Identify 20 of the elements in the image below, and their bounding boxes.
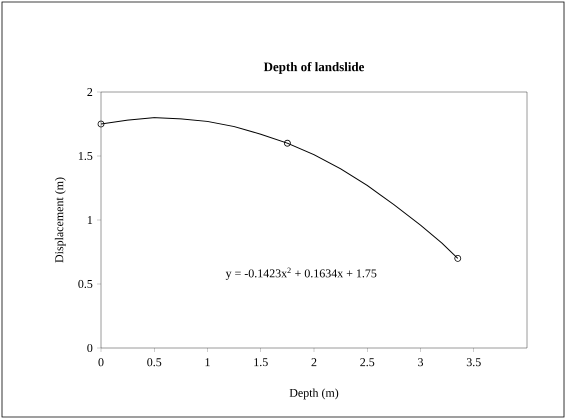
y-tick-label: 0 <box>87 344 92 352</box>
x-tick-label: 3.5 <box>466 358 481 366</box>
y-tick-label: 1.5 <box>78 152 92 160</box>
point <box>98 120 104 128</box>
annotation: y = -0.1423x$^{2}$ + 0.1634x + 1.75 <box>226 268 376 280</box>
x-tick-label: 3 <box>418 358 424 366</box>
x-tick-label: 0 <box>98 358 104 366</box>
x-tick-label: 2.5 <box>360 358 374 366</box>
x-tick-label: 1.5 <box>254 358 268 366</box>
y-axis-title: Displacement (m) <box>54 178 66 263</box>
x-tick-label: 2 <box>312 358 316 366</box>
x-tick-label: 1 <box>206 358 210 366</box>
y-tick-label: 1 <box>88 216 92 224</box>
y-tick-label: 0.5 <box>78 280 92 288</box>
x-axis-title: Depth (m) <box>290 388 338 400</box>
x-tick-label: 0.5 <box>147 358 162 366</box>
y-tick-label: 2 <box>87 88 92 96</box>
point <box>454 255 462 262</box>
chart-title: Depth of landslide <box>264 62 364 74</box>
point <box>284 140 291 147</box>
